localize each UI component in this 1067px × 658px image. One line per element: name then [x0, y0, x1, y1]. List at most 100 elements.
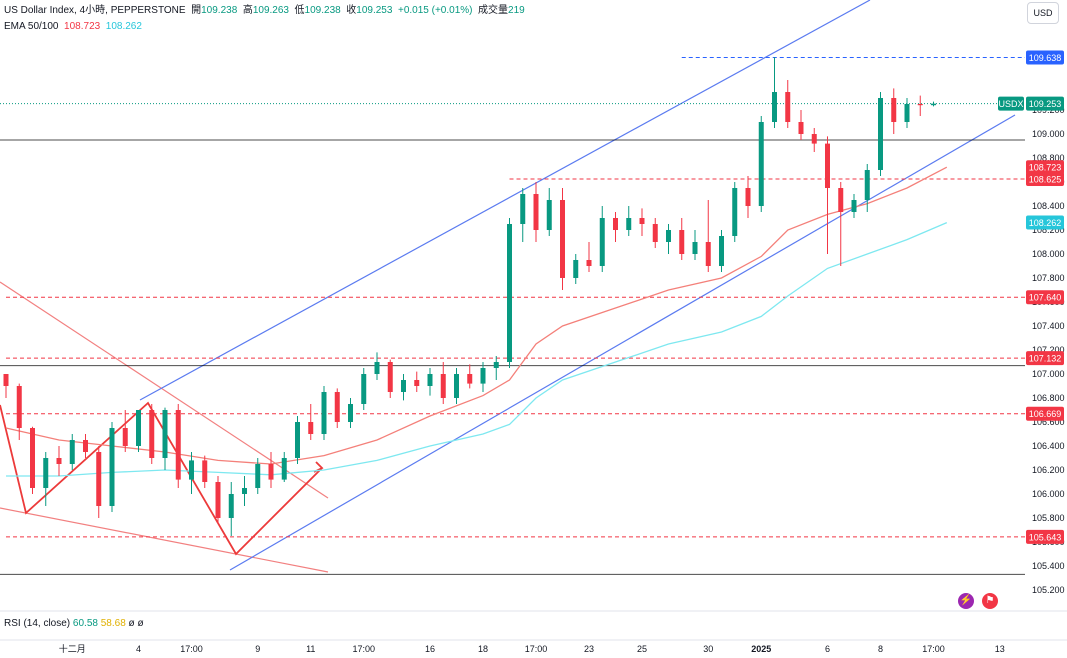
candle-body [652, 224, 658, 242]
candle-body [811, 134, 817, 144]
time-tick: 30 [703, 644, 713, 654]
flag-icon[interactable]: ⚑ [982, 593, 998, 609]
time-tick: 23 [584, 644, 594, 654]
candle-body [931, 103, 936, 106]
candle [520, 188, 526, 242]
candle [480, 362, 486, 392]
candle-body [440, 374, 446, 398]
candle [268, 452, 274, 488]
candle [387, 359, 393, 398]
candle-body [56, 458, 62, 464]
candle [533, 182, 539, 242]
price-tick: 106.600 [1032, 417, 1065, 427]
price-label-box [1026, 160, 1064, 175]
candle-body [401, 380, 406, 392]
price-tick: 106.000 [1032, 489, 1065, 499]
candle-body [732, 188, 738, 236]
time-tick: 8 [878, 644, 883, 654]
change-value: +0.015 (+0.01%) [397, 5, 473, 16]
zigzag-pattern [0, 401, 323, 556]
candle-body [560, 200, 565, 278]
symbol-tag-box [998, 96, 1024, 111]
price-tick: 105.800 [1032, 513, 1065, 523]
price-tick: 107.000 [1032, 369, 1065, 379]
time-tick: 十二月 [59, 643, 86, 654]
candle-body [334, 392, 340, 422]
time-tick: 13 [995, 644, 1005, 654]
price-label-box [1026, 290, 1064, 305]
candle [851, 194, 857, 218]
price-tick: 107.200 [1032, 345, 1065, 355]
candle-body [149, 410, 155, 458]
candle-body [878, 98, 883, 170]
symbol-tag: USDX [998, 99, 1023, 109]
candle [3, 374, 9, 398]
candle-body [30, 428, 35, 488]
lightning-icon[interactable]: ⚡ [958, 593, 974, 609]
time-tick: 17:00 [352, 644, 375, 654]
candle-body [122, 428, 128, 446]
candle [308, 404, 314, 440]
price-labels: 109.638 108.723 108.625 108.262 107.640 107.1… [998, 50, 1064, 544]
price-label: 107.132 [1029, 354, 1062, 364]
symbol-line[interactable]: US Dollar Index, 4小時, PEPPERSTONE [4, 5, 186, 16]
candle-body [308, 422, 314, 434]
candle [16, 383, 22, 440]
candle [719, 230, 724, 272]
candle [334, 388, 340, 428]
candle [732, 182, 738, 242]
price-label: 107.640 [1029, 293, 1062, 303]
time-tick: 6 [825, 644, 830, 654]
candle-body [189, 460, 194, 480]
candle-body [96, 452, 102, 506]
candle-body [215, 482, 221, 518]
candle [109, 422, 115, 512]
candle-body [16, 386, 22, 428]
candle [374, 352, 380, 380]
candle [864, 164, 870, 212]
time-tick: 17:00 [922, 644, 945, 654]
candle [798, 110, 804, 140]
rsi-value-1: 60.58 [72, 618, 98, 629]
time-tick: 2025 [751, 644, 771, 654]
candle [785, 80, 791, 128]
candle-body [3, 374, 9, 386]
price-label-box [1026, 50, 1064, 65]
price-label: 108.625 [1029, 175, 1062, 185]
candle [175, 404, 181, 488]
candle-body [321, 392, 327, 434]
candle-body [666, 230, 671, 242]
low-value: 109.238 [304, 5, 341, 16]
currency-button[interactable]: USD [1027, 2, 1059, 24]
chart-header: US Dollar Index, 4小時, PEPPERSTONE 開109.2… [4, 4, 525, 34]
candle [215, 476, 221, 524]
candle [228, 482, 234, 536]
last-price-label: 109.253 [1029, 99, 1062, 109]
ema-label[interactable]: EMA 50/100 [4, 21, 59, 32]
price-tick: 106.800 [1032, 393, 1065, 403]
downtrend-line-lower [0, 507, 329, 573]
high-value: 109.263 [252, 5, 289, 16]
price-tick: 108.400 [1032, 201, 1065, 211]
time-tick: 4 [136, 644, 141, 654]
candle-body [175, 410, 181, 480]
candle [255, 458, 261, 494]
candle [705, 200, 711, 272]
candle-body [109, 428, 115, 506]
time-tick: 25 [637, 644, 647, 654]
candle-body [507, 224, 512, 362]
rsi-title[interactable]: RSI (14, close) [4, 618, 71, 629]
price-label-box [1026, 406, 1064, 421]
price-label-box [1026, 529, 1064, 544]
candle-body [255, 464, 261, 488]
candle [811, 128, 817, 152]
candles [3, 57, 936, 536]
candle [43, 452, 49, 506]
candle-body [613, 218, 618, 230]
channel-lower-line [229, 114, 1016, 571]
time-tick: 17:00 [180, 644, 203, 654]
price-label-box [1026, 172, 1064, 186]
candle-body [387, 362, 393, 392]
candle [321, 386, 327, 440]
